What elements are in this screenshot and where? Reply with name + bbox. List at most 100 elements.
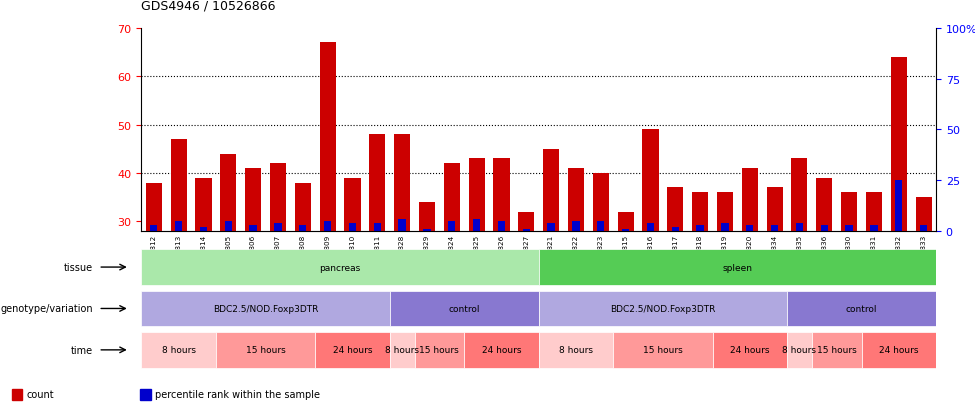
Bar [294,183,311,231]
Bar [787,332,812,368]
Bar [469,159,485,231]
Text: spleen: spleen [722,263,753,272]
Bar [643,130,658,231]
Bar [498,221,505,231]
Bar [812,332,862,368]
Text: BDC2.5/NOD.Foxp3DTR: BDC2.5/NOD.Foxp3DTR [610,304,716,313]
Bar [145,183,162,231]
Bar [270,164,286,231]
Bar [195,178,212,231]
Bar [464,332,538,368]
Bar [622,229,629,231]
Bar [816,178,833,231]
Bar [493,159,510,231]
Bar [543,150,560,231]
Text: 24 hours: 24 hours [730,346,769,354]
Bar [713,332,787,368]
Bar [349,223,356,231]
Bar [787,291,936,326]
Bar [399,219,406,231]
Text: 24 hours: 24 hours [879,346,918,354]
Bar [373,223,381,231]
Text: time: time [71,345,93,355]
Bar [667,188,683,231]
Bar [423,229,431,231]
Bar [696,225,704,231]
Bar [722,223,728,231]
Bar [12,389,22,400]
Bar [895,181,903,231]
Bar [692,193,708,231]
Text: 15 hours: 15 hours [419,346,459,354]
Bar [792,159,807,231]
Bar [646,223,654,231]
Bar [150,225,157,231]
Bar [916,197,932,231]
Text: pancreas: pancreas [320,263,361,272]
Bar [299,225,306,231]
Text: genotype/variation: genotype/variation [0,304,93,314]
Bar [742,169,758,231]
Bar [597,221,604,231]
Bar [572,221,579,231]
Bar [518,212,534,231]
Text: 8 hours: 8 hours [559,346,593,354]
Bar [796,223,803,231]
Bar [200,227,207,231]
Bar [717,193,733,231]
Bar [613,332,713,368]
Bar [370,135,385,231]
Bar [141,291,390,326]
Bar [141,332,215,368]
Text: tissue: tissue [63,262,93,273]
Text: BDC2.5/NOD.Foxp3DTR: BDC2.5/NOD.Foxp3DTR [213,304,318,313]
Bar [841,193,857,231]
Bar [538,250,936,285]
Bar [548,223,555,231]
Bar [746,225,754,231]
Bar [315,332,390,368]
Bar [320,43,335,231]
Bar [862,332,936,368]
Bar [538,291,787,326]
Bar [845,225,853,231]
Bar [672,227,679,231]
Bar [766,188,783,231]
Text: 15 hours: 15 hours [246,346,286,354]
Text: GDS4946 / 10526866: GDS4946 / 10526866 [141,0,276,12]
Text: percentile rank within the sample: percentile rank within the sample [155,389,320,399]
Text: 15 hours: 15 hours [817,346,857,354]
Bar [419,202,435,231]
Bar [250,225,256,231]
Text: 24 hours: 24 hours [332,346,372,354]
Bar [538,332,613,368]
Bar [394,135,410,231]
Bar [617,212,634,231]
Bar [444,164,460,231]
Bar [866,193,882,231]
Bar [140,389,151,400]
Bar [390,291,538,326]
Text: count: count [26,389,54,399]
Bar [141,250,538,285]
Bar [344,178,361,231]
Bar [871,225,878,231]
Bar [220,154,236,231]
Bar [473,219,481,231]
Bar [224,221,232,231]
Text: 8 hours: 8 hours [385,346,419,354]
Bar [171,140,186,231]
Bar [920,225,927,231]
Bar [523,229,529,231]
Bar [567,169,584,231]
Text: control: control [845,304,878,313]
Bar [245,169,261,231]
Bar [821,225,828,231]
Bar [448,221,455,231]
Text: 24 hours: 24 hours [482,346,522,354]
Text: control: control [448,304,480,313]
Bar [414,332,464,368]
Bar [771,225,778,231]
Text: 8 hours: 8 hours [782,346,816,354]
Bar [175,221,182,231]
